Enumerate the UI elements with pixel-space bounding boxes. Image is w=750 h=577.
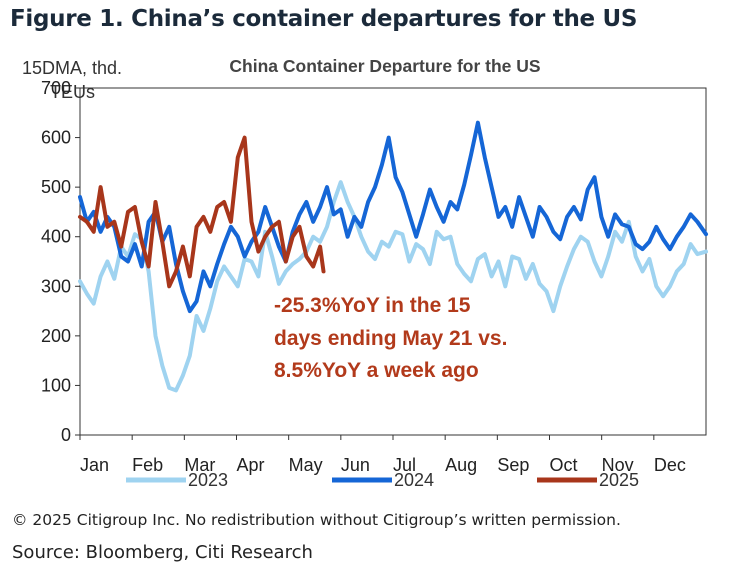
y-axis-unit-label: 15DMA, thd. bbox=[22, 58, 122, 78]
legend-label-2024: 2024 bbox=[394, 470, 434, 490]
y-tick-label: 300 bbox=[41, 276, 71, 296]
legend-label-2023: 2023 bbox=[188, 470, 228, 490]
x-axis: Jan Feb Mar Apr May Jun Jul Aug Sep Oct Nov Dec bbox=[79, 435, 686, 475]
x-tick-label: Nov bbox=[602, 455, 634, 475]
x-tick-label: Sep bbox=[497, 455, 529, 475]
series-line-2023 bbox=[78, 180, 708, 393]
y-tick-label: 700 bbox=[41, 78, 71, 98]
annotation: -25.3%YoY in the 15 days ending May 21 v… bbox=[274, 294, 507, 382]
y-tick-label: 600 bbox=[41, 128, 71, 148]
annotation-line-1: -25.3%YoY in the 15 bbox=[274, 294, 471, 317]
y-tick-label: 0 bbox=[61, 425, 71, 445]
legend-label-2025: 2025 bbox=[599, 470, 639, 490]
x-tick-label: May bbox=[289, 455, 323, 475]
figure-title: Figure 1. China’s container departures f… bbox=[10, 6, 638, 32]
annotation-line-3: 8.5%YoY a week ago bbox=[274, 359, 479, 382]
chart-title: China Container Departure for the US bbox=[229, 56, 540, 76]
copyright-notice: © 2025 Citigroup Inc. No redistribution … bbox=[12, 511, 621, 529]
y-tick-label: 200 bbox=[41, 326, 71, 346]
x-tick-label: Jun bbox=[341, 455, 370, 475]
x-tick-label: Oct bbox=[550, 455, 578, 475]
y-tick-label: 100 bbox=[41, 375, 71, 395]
x-tick-label: Jan bbox=[80, 455, 109, 475]
line-chart: 15DMA, thd. TEUs China Container Departu… bbox=[22, 56, 708, 490]
x-tick-label: Mar bbox=[184, 455, 215, 475]
x-tick-label: Aug bbox=[445, 455, 477, 475]
x-tick-label: Jul bbox=[393, 455, 416, 475]
y-axis: 0 100 200 300 400 500 600 700 bbox=[41, 78, 80, 445]
y-tick-label: 400 bbox=[41, 227, 71, 247]
x-tick-label: Feb bbox=[132, 455, 163, 475]
legend: 2023 2024 2025 bbox=[126, 470, 639, 490]
annotation-line-2: days ending May 21 vs. bbox=[274, 327, 507, 350]
series-line-2025 bbox=[78, 135, 326, 289]
series-line-2024 bbox=[78, 120, 708, 314]
y-tick-label: 500 bbox=[41, 177, 71, 197]
series-lines bbox=[78, 120, 708, 393]
x-tick-label: Dec bbox=[654, 455, 686, 475]
x-tick-label: Apr bbox=[237, 455, 265, 475]
source-note: Source: Bloomberg, Citi Research bbox=[12, 542, 313, 563]
y-axis-unit-label-2: TEUs bbox=[50, 82, 95, 102]
